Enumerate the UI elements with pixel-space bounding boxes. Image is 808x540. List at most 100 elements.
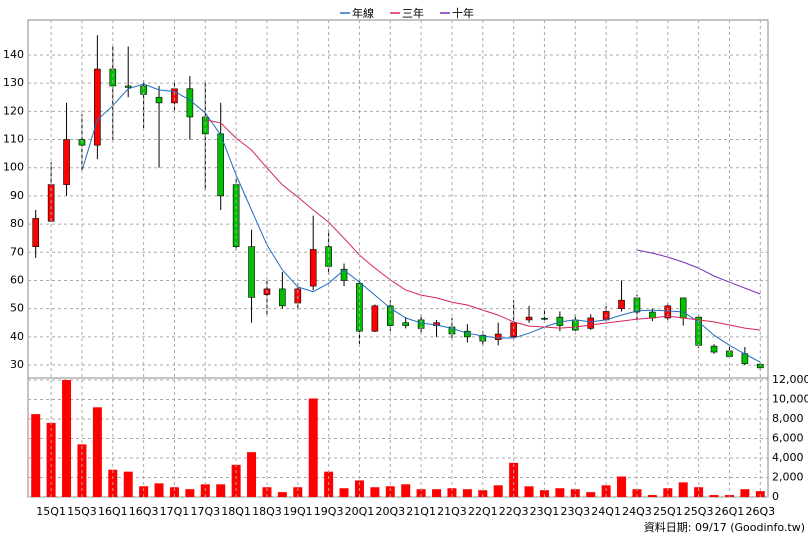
- volume-bar: [277, 492, 287, 497]
- candle-body: [124, 85, 132, 88]
- x-tick-label: 21Q1: [406, 505, 436, 518]
- volume-bar: [570, 489, 580, 497]
- y-tick-label: 40: [10, 330, 24, 343]
- x-tick-label: 16Q1: [98, 505, 128, 518]
- volume-bar: [231, 464, 241, 497]
- volume-bar: [154, 483, 164, 497]
- x-tick-label: 19Q1: [283, 505, 313, 518]
- y2-tick-label: 10,000: [772, 393, 808, 406]
- candle-body: [402, 322, 410, 326]
- volume-bar: [169, 487, 179, 497]
- candle-body: [710, 345, 718, 353]
- candle-body: [109, 68, 117, 87]
- y2-tick-label: 2,000: [772, 471, 804, 484]
- volume-bar: [262, 487, 272, 497]
- volume-bar: [462, 489, 472, 497]
- candle-body: [32, 218, 40, 247]
- x-tick-label: 25Q1: [653, 505, 683, 518]
- volume-bar: [432, 489, 442, 497]
- volume-bar: [139, 486, 149, 497]
- y-tick-label: 120: [3, 104, 24, 117]
- candle-body: [494, 333, 502, 340]
- candle-body: [248, 246, 255, 298]
- legend-label: 三年: [402, 6, 424, 20]
- x-tick-label: 15Q1: [36, 505, 66, 518]
- volume-bar: [709, 495, 719, 497]
- ma-line: [81, 83, 761, 363]
- x-tick-label: 17Q1: [160, 505, 190, 518]
- volume-bar: [339, 488, 349, 497]
- y-tick-label: 30: [10, 358, 24, 371]
- y-tick-label: 60: [10, 273, 24, 286]
- x-tick-label: 24Q3: [622, 505, 652, 518]
- candle-body: [541, 317, 548, 320]
- volume-bar: [632, 489, 642, 497]
- volume-bar: [647, 495, 657, 497]
- x-tick-label: 20Q1: [345, 505, 375, 518]
- candle-body: [155, 96, 163, 104]
- x-tick-label: 17Q3: [190, 505, 220, 518]
- legend-label: 年線: [352, 6, 374, 20]
- y-tick-label: 80: [10, 217, 24, 230]
- source-note: 資料日期: 09/17 (Goodinfo.tw): [644, 520, 805, 534]
- volume-bar: [293, 487, 303, 497]
- x-tick-label: 18Q1: [221, 505, 251, 518]
- volume-bar: [216, 484, 226, 497]
- candle-body: [587, 317, 595, 329]
- y2-tick-label: 0: [772, 490, 779, 503]
- candle-body: [340, 268, 348, 281]
- volume-bar: [247, 452, 257, 497]
- volume-bar: [385, 486, 395, 497]
- legend-label: 十年: [452, 6, 474, 20]
- x-tick-label: 21Q3: [437, 505, 467, 518]
- volume-bar: [31, 414, 41, 497]
- candle-body: [217, 133, 225, 197]
- volume-bar: [740, 489, 750, 497]
- x-tick-label: 15Q3: [67, 505, 97, 518]
- y-tick-label: 140: [3, 48, 24, 61]
- volume-bar: [555, 488, 565, 497]
- x-tick-label: 25Q3: [684, 505, 714, 518]
- y-tick-label: 130: [3, 76, 24, 89]
- volume-bar: [678, 482, 688, 497]
- volume-bar: [185, 489, 195, 497]
- y2-tick-label: 6,000: [772, 432, 804, 445]
- volume-bar: [308, 398, 318, 497]
- candle-body: [679, 297, 687, 319]
- x-tick-label: 26Q1: [715, 505, 745, 518]
- candle-body: [279, 288, 286, 307]
- candle-body: [186, 88, 194, 118]
- y-tick-label: 70: [10, 245, 24, 258]
- candle-body: [664, 305, 672, 319]
- y-tick-label: 110: [3, 133, 24, 146]
- y2-tick-label: 8,000: [772, 412, 804, 425]
- x-tick-label: 26Q3: [745, 505, 775, 518]
- volume-bar: [493, 485, 503, 497]
- y-tick-label: 50: [10, 302, 24, 315]
- plot-frame: [27, 19, 769, 498]
- x-tick-label: 22Q3: [499, 505, 529, 518]
- x-tick-label: 16Q3: [129, 505, 159, 518]
- x-tick-label: 24Q1: [591, 505, 621, 518]
- candle-body: [309, 249, 317, 287]
- volume-bar: [478, 490, 488, 497]
- volume-bar: [370, 487, 380, 497]
- x-tick-label: 23Q1: [530, 505, 560, 518]
- candle-body: [649, 311, 656, 319]
- volume-bar: [617, 476, 627, 497]
- volume-bar: [694, 487, 704, 497]
- x-tick-label: 19Q3: [314, 505, 344, 518]
- volume-bar: [401, 484, 411, 497]
- candle-body: [618, 299, 625, 309]
- x-tick-label: 23Q3: [560, 505, 590, 518]
- volume-bar: [509, 462, 519, 497]
- volume-bar: [62, 380, 72, 497]
- volume-bar: [123, 471, 133, 497]
- volume-bar: [539, 490, 549, 497]
- x-tick-label: 20Q3: [375, 505, 405, 518]
- y2-tick-label: 12,000: [772, 373, 808, 386]
- volume-bar: [447, 488, 457, 497]
- y2-tick-label: 4,000: [772, 451, 804, 464]
- volume-bar: [586, 492, 596, 497]
